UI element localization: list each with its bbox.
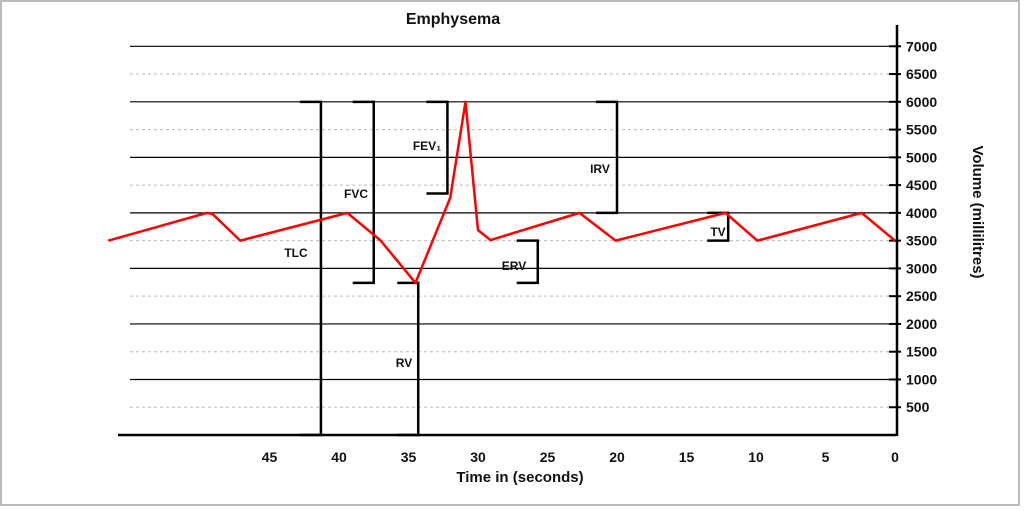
annotation-label: FEV₁: [413, 139, 441, 153]
y-tick-label: 2500: [906, 288, 937, 304]
x-tick-label: 40: [331, 449, 347, 465]
y-tick-label: 4500: [906, 177, 937, 193]
y-tick-label: 5000: [906, 149, 937, 165]
y-tick-label: 6500: [906, 66, 937, 82]
x-tick-label: 0: [891, 449, 899, 465]
y-tick-label: 4000: [906, 205, 937, 221]
y-tick-label: 5500: [906, 122, 937, 138]
y-tick-label: 1000: [906, 371, 937, 387]
y-tick-label: 3500: [906, 233, 937, 249]
bracket-rv: [397, 281, 420, 437]
bracket-tlc: [299, 100, 323, 437]
x-tick-label: 15: [679, 449, 695, 465]
annotation-label: ERV: [502, 259, 526, 273]
chart-title: Emphysema: [406, 11, 500, 28]
volume-trace-line: [107, 100, 896, 285]
y-tick-label: 3000: [906, 260, 937, 276]
y-tick-label: 500: [906, 399, 930, 415]
y-tick-label: 7000: [906, 38, 937, 54]
annotation-label: TLC: [284, 246, 308, 260]
annotation-label: TV: [710, 225, 725, 239]
bracket-fvc: [352, 100, 375, 285]
x-tick-label: 25: [540, 449, 556, 465]
annotation-label: IRV: [590, 162, 610, 176]
bracket-fev1: [426, 100, 449, 195]
x-tick-label: 5: [822, 449, 830, 465]
x-tick-label: 20: [609, 449, 625, 465]
bracket-tv: [707, 211, 730, 242]
annotation-label: RV: [396, 356, 412, 370]
y-tick-label: 1500: [906, 344, 937, 360]
bracket-irv: [596, 100, 619, 215]
y-axis-label: Volume (millilitres): [969, 145, 986, 278]
bracket-erv: [516, 239, 540, 285]
annotation-label: FVC: [344, 187, 368, 201]
x-tick-label: 30: [470, 449, 486, 465]
y-tick-label: 6000: [906, 94, 937, 110]
x-tick-label: 35: [401, 449, 417, 465]
y-tick-label: 2000: [906, 316, 937, 332]
x-tick-label: 45: [262, 449, 278, 465]
x-axis-label: Time in (seconds): [456, 469, 583, 486]
x-tick-label: 10: [748, 449, 764, 465]
